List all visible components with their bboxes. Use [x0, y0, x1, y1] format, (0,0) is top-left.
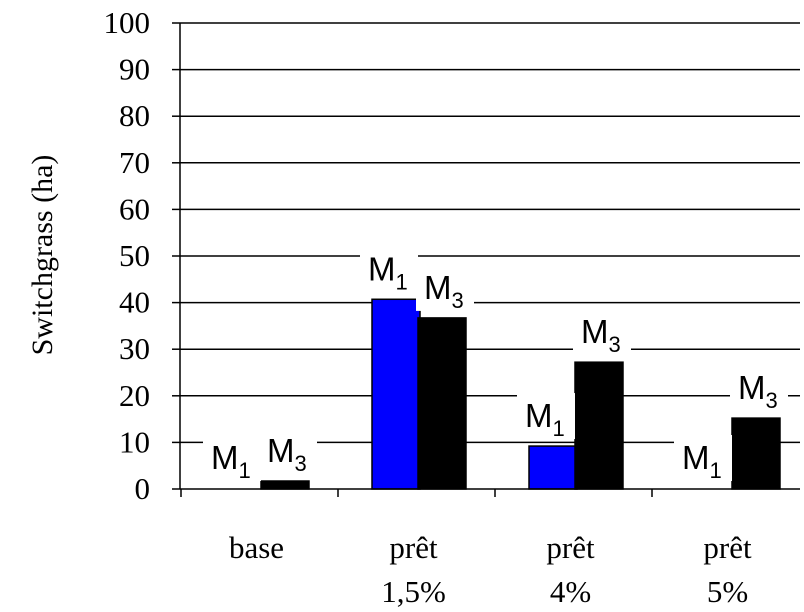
series-label-bg	[203, 435, 261, 481]
series-label-bg	[517, 393, 575, 440]
y-tick-label: 70	[119, 145, 150, 180]
bar-m1-2	[528, 445, 578, 490]
grid-lines	[180, 22, 800, 444]
x-category-labels: base prêt 1,5% prêt 4% prêt 5%	[229, 530, 752, 609]
series-label-m3: M3	[581, 313, 621, 357]
series-labels: M1 M1 M1 M1 M3 M3 M3 M3	[203, 246, 788, 483]
y-tick-label: 80	[119, 98, 150, 133]
bar-m3-2	[574, 361, 624, 490]
y-tick-label: 90	[119, 52, 150, 87]
axes	[172, 22, 800, 497]
y-axis-title: Switchgrass (ha)	[26, 155, 59, 356]
series-label-m3: M3	[738, 369, 778, 413]
series-label-m3: M3	[267, 432, 307, 476]
series-label-bg	[259, 428, 317, 475]
series-label-m1: M1	[211, 439, 251, 483]
series-label-bg	[730, 365, 788, 412]
y-tick-label: 60	[119, 191, 150, 226]
x-category-label: base	[229, 530, 284, 565]
x-category-label: prêt 5%	[703, 530, 752, 609]
x-category-label: prêt 4%	[546, 530, 595, 609]
y-tick-label: 40	[119, 285, 150, 320]
series-label-bg	[573, 309, 631, 356]
series-label-m1: M1	[525, 397, 565, 441]
bar-m1-1	[371, 298, 421, 490]
bar-m3-1	[417, 317, 467, 490]
series-label-m1: M1	[368, 250, 408, 294]
y-tick-labels: 0 10 20 30 40 50 60 70 80 90 100	[104, 5, 151, 506]
series-label-bg	[360, 246, 418, 293]
series-label-m3: M3	[424, 269, 464, 313]
series-label-bg	[416, 264, 474, 311]
bar-m3-3	[731, 417, 781, 490]
y-tick-label: 0	[135, 471, 151, 506]
y-tick-label: 50	[119, 238, 150, 273]
bars	[260, 298, 781, 490]
x-category-label: prêt 1,5%	[381, 530, 446, 609]
y-tick-label: 20	[119, 378, 150, 413]
y-tick-label: 10	[119, 424, 150, 459]
y-tick-label: 30	[119, 331, 150, 366]
y-tick-label: 100	[104, 5, 151, 40]
series-label-m1: M1	[682, 439, 722, 483]
series-label-bg	[674, 435, 732, 481]
bar-m3-0	[260, 480, 310, 490]
